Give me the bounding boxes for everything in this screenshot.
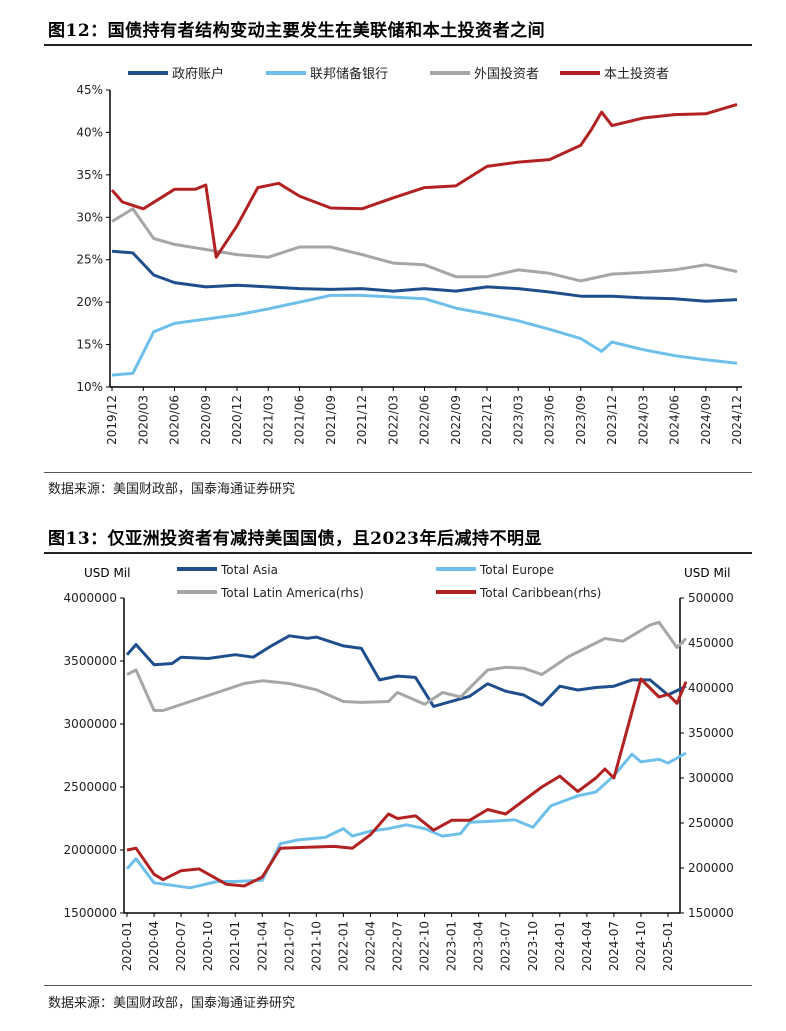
y-tick-label: 10% bbox=[76, 380, 103, 394]
x-tick-label: 2020-04 bbox=[147, 921, 161, 971]
x-tick-label: 2019/12 bbox=[105, 395, 119, 445]
figure13-title-rule bbox=[44, 552, 752, 554]
x-tick-label: 2020/09 bbox=[199, 395, 213, 445]
series-line-0 bbox=[125, 634, 687, 708]
y-tick-label: 30% bbox=[76, 210, 103, 224]
x-tick-label: 2021-04 bbox=[255, 921, 269, 971]
x-tick-label: 2021/12 bbox=[355, 395, 369, 445]
x-tick-label: 2021-07 bbox=[282, 921, 296, 971]
legend-label: Total Caribbean(rhs) bbox=[479, 586, 601, 600]
x-tick-label: 2020-07 bbox=[174, 921, 188, 971]
x-tick-label: 2022-07 bbox=[391, 921, 405, 971]
x-tick-label: 2022/06 bbox=[418, 395, 432, 445]
x-tick-label: 2020/03 bbox=[136, 395, 150, 445]
x-tick-label: 2023/12 bbox=[605, 395, 619, 445]
x-tick-label: 2021-10 bbox=[309, 921, 323, 971]
y-right-tick-label: 250000 bbox=[688, 816, 734, 830]
y-right-tick-label: 450000 bbox=[688, 636, 734, 650]
x-tick-label: 2021/09 bbox=[324, 395, 338, 445]
x-tick-label: 2020/12 bbox=[230, 395, 244, 445]
y-tick-label: 2500000 bbox=[64, 780, 117, 794]
y-tick-label: 20% bbox=[76, 295, 103, 309]
x-tick-label: 2022-10 bbox=[418, 921, 432, 971]
y-tick-label: 35% bbox=[76, 168, 103, 182]
x-tick-label: 2024-07 bbox=[607, 921, 621, 971]
x-tick-label: 2021-01 bbox=[228, 921, 242, 971]
legend-label: Total Europe bbox=[479, 563, 554, 577]
x-tick-label: 2024/12 bbox=[730, 395, 744, 445]
x-tick-label: 2020-01 bbox=[120, 921, 134, 971]
x-tick-label: 2023/03 bbox=[511, 395, 525, 445]
x-tick-label: 2023-04 bbox=[472, 921, 486, 971]
x-tick-label: 2021/03 bbox=[261, 395, 275, 445]
x-tick-label: 2020-10 bbox=[201, 921, 215, 971]
figure13-source: 数据来源：美国财政部，国泰海通证券研究 bbox=[48, 996, 296, 1011]
y-right-tick-label: 150000 bbox=[688, 906, 734, 920]
y-tick-label: 3500000 bbox=[64, 654, 117, 668]
legend-label: 外国投资者 bbox=[474, 66, 539, 82]
x-tick-label: 2021/06 bbox=[293, 395, 307, 445]
series-line-3 bbox=[110, 102, 738, 259]
x-tick-label: 2024/09 bbox=[699, 395, 713, 445]
legend-label: 政府账户 bbox=[172, 66, 224, 82]
legend-label: Total Asia bbox=[220, 563, 278, 577]
legend-label: Total Latin America(rhs) bbox=[220, 586, 364, 600]
x-tick-label: 2024/06 bbox=[668, 395, 682, 445]
y-tick-label: 25% bbox=[76, 253, 103, 267]
x-tick-label: 2022/12 bbox=[480, 395, 494, 445]
legend-label: 联邦储备银行 bbox=[310, 66, 388, 82]
series-line-1 bbox=[111, 293, 738, 377]
y-tick-label: 45% bbox=[76, 83, 103, 97]
y-tick-label: 15% bbox=[76, 338, 103, 352]
x-tick-label: 2025-01 bbox=[661, 921, 675, 971]
series-line-2 bbox=[126, 620, 688, 712]
x-tick-label: 2023-01 bbox=[445, 921, 459, 971]
x-tick-label: 2024-04 bbox=[580, 921, 594, 971]
figure12-source-rule bbox=[44, 472, 752, 473]
x-tick-label: 2022-04 bbox=[363, 921, 377, 971]
x-tick-label: 2023/06 bbox=[543, 395, 557, 445]
left-axis-unit: USD Mil bbox=[84, 566, 130, 580]
x-tick-label: 2023-07 bbox=[499, 921, 513, 971]
figure12-source: 数据来源：美国财政部，国泰海通证券研究 bbox=[48, 482, 296, 497]
y-tick-label: 40% bbox=[76, 125, 103, 139]
figure13-title: 图13：仅亚洲投资者有减持美国国债，且2023年后减持不明显 bbox=[48, 529, 542, 549]
x-tick-label: 2024/03 bbox=[636, 395, 650, 445]
figure12-title: 图12：国债持有者结构变动主要发生在美联储和本土投资者之间 bbox=[48, 21, 546, 41]
x-tick-label: 2023-10 bbox=[526, 921, 540, 971]
figure13-source-rule bbox=[44, 985, 752, 986]
x-tick-label: 2024-10 bbox=[634, 921, 648, 971]
y-right-tick-label: 200000 bbox=[688, 861, 734, 875]
figure12-title-rule bbox=[44, 44, 752, 46]
x-tick-label: 2022/09 bbox=[449, 395, 463, 445]
series-line-3 bbox=[126, 677, 688, 888]
x-tick-label: 2024-01 bbox=[553, 921, 567, 971]
series-line-2 bbox=[111, 207, 738, 283]
y-tick-label: 2000000 bbox=[64, 843, 117, 857]
y-tick-label: 3000000 bbox=[64, 717, 117, 731]
series-line-0 bbox=[111, 249, 738, 303]
y-right-tick-label: 500000 bbox=[688, 591, 734, 605]
right-axis-unit: USD Mil bbox=[684, 566, 730, 580]
y-right-tick-label: 300000 bbox=[688, 771, 734, 785]
y-tick-label: 1500000 bbox=[64, 906, 117, 920]
y-right-tick-label: 350000 bbox=[688, 726, 734, 740]
y-right-tick-label: 400000 bbox=[688, 681, 734, 695]
x-tick-label: 2022-01 bbox=[336, 921, 350, 971]
x-tick-label: 2020/06 bbox=[168, 395, 182, 445]
x-tick-label: 2022/03 bbox=[386, 395, 400, 445]
x-tick-label: 2023/09 bbox=[574, 395, 588, 445]
y-tick-label: 4000000 bbox=[64, 591, 117, 605]
legend-label: 本土投资者 bbox=[604, 66, 669, 82]
